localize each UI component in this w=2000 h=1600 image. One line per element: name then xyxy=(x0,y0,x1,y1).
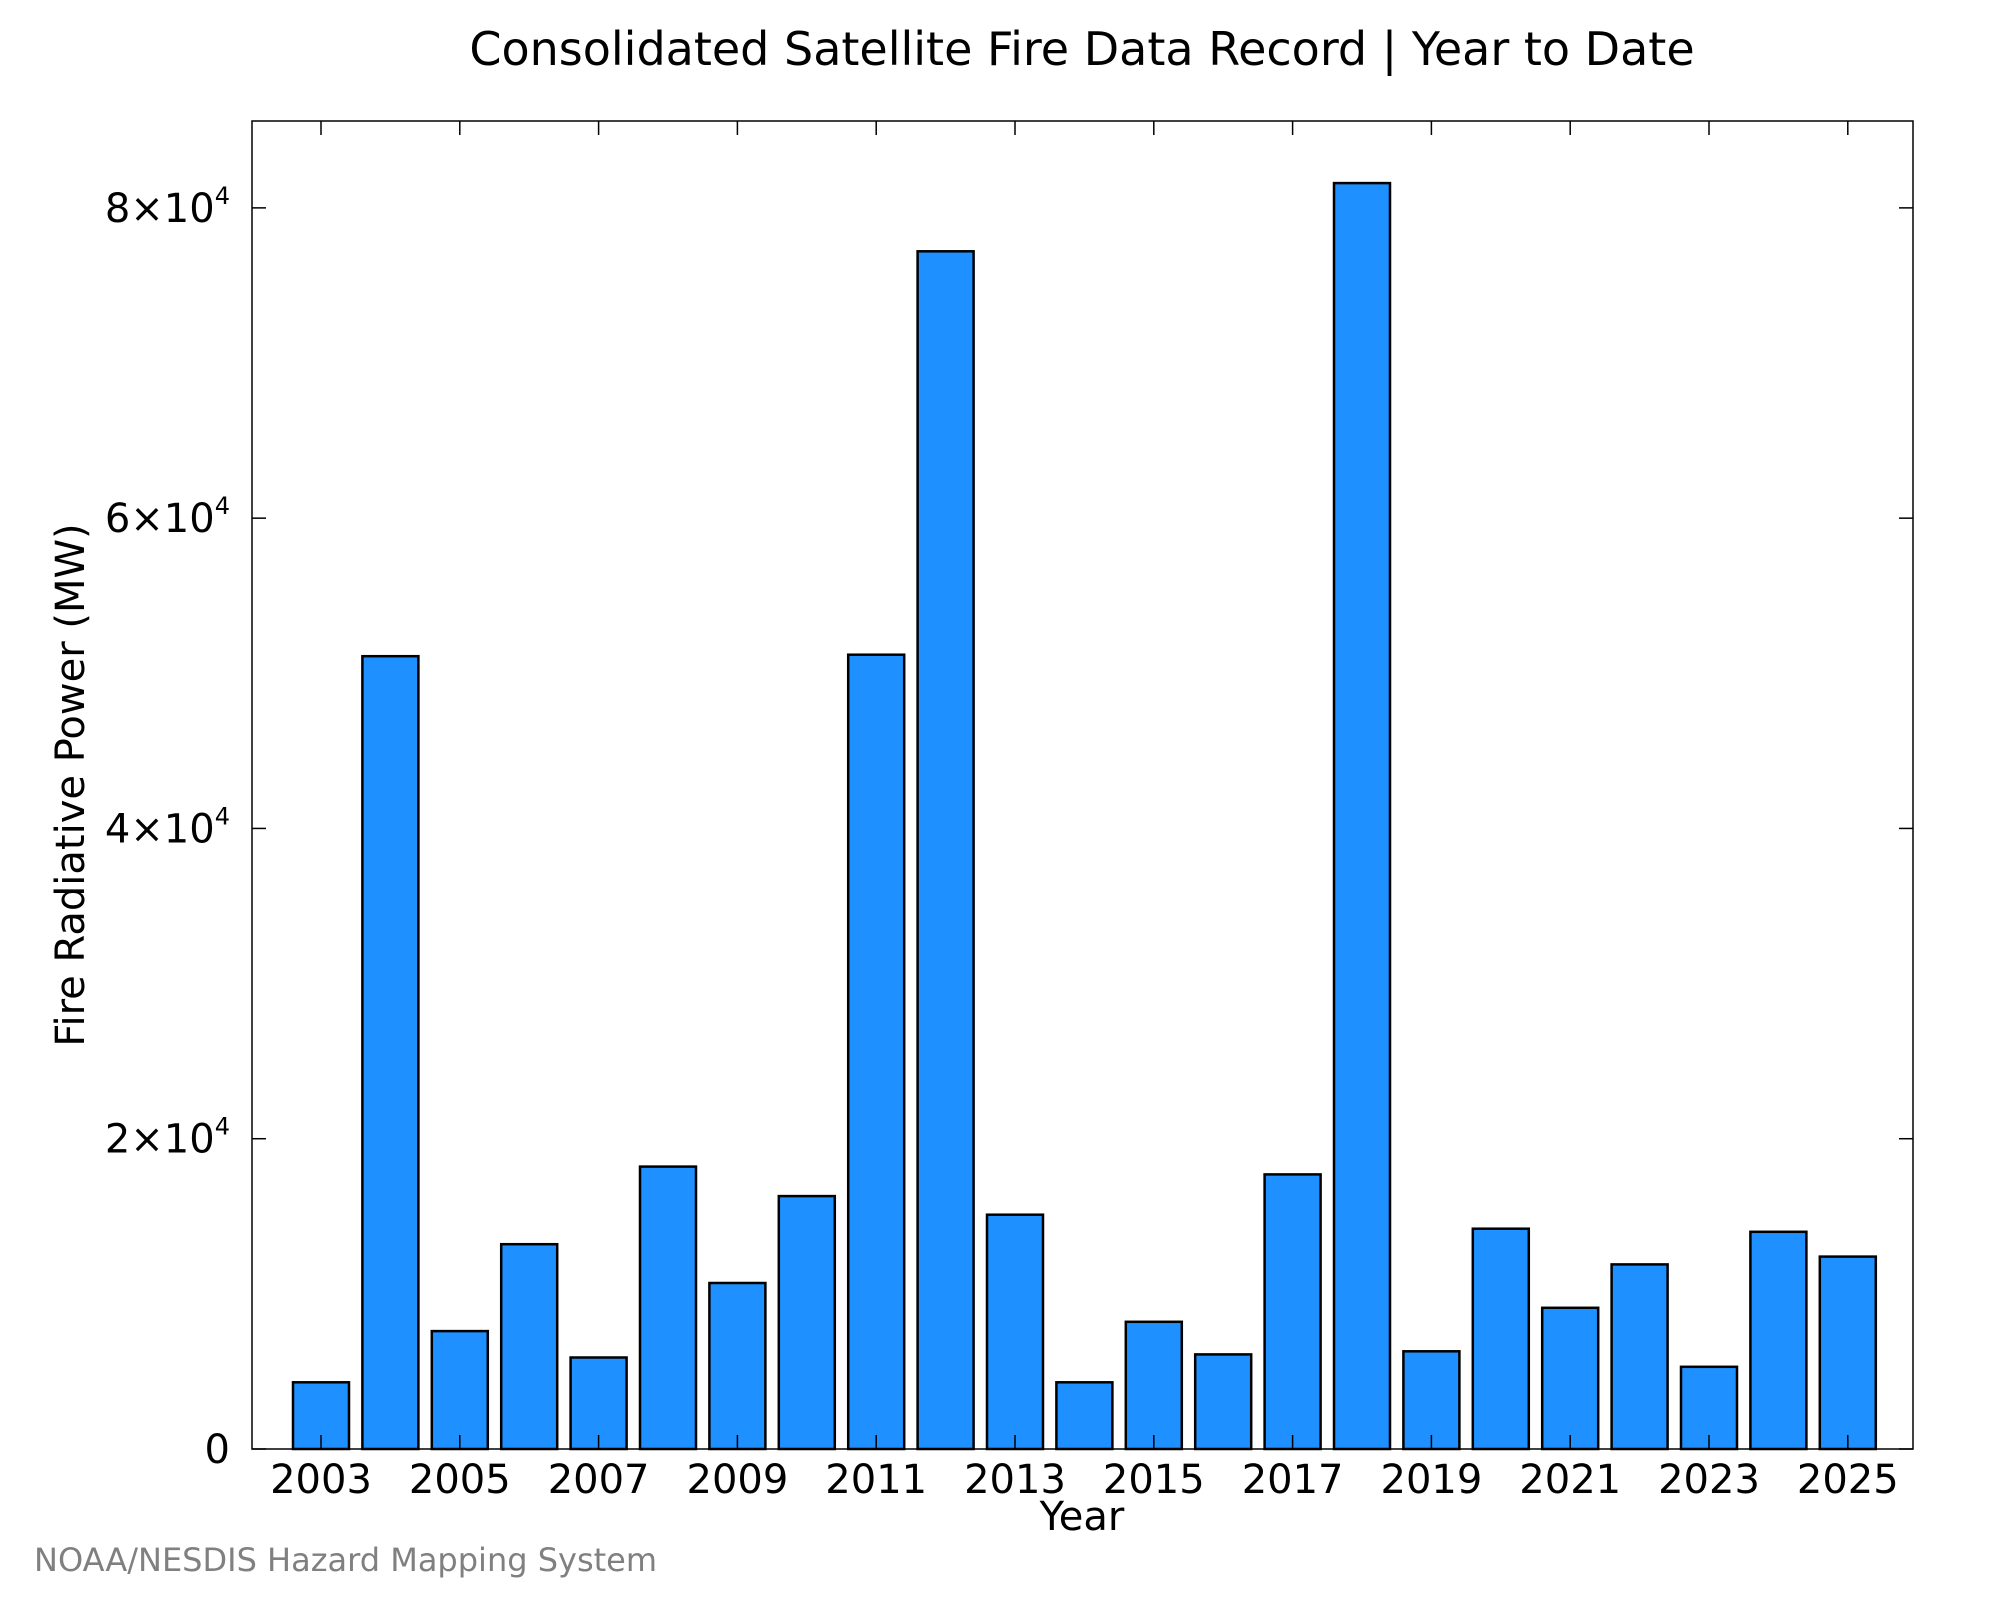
x-tick-label: 2015 xyxy=(1103,1457,1205,1503)
bar-2004 xyxy=(361,654,420,1451)
bar-2011 xyxy=(846,653,906,1451)
plot-frame xyxy=(251,120,1914,1450)
x-tick-label: 2007 xyxy=(548,1457,650,1503)
x-tick-label: 2005 xyxy=(409,1457,511,1503)
bar-2018 xyxy=(1332,181,1392,1451)
x-tick-label: 2003 xyxy=(270,1457,372,1503)
bar-2022 xyxy=(1610,1263,1669,1451)
x-tick-label: 2009 xyxy=(687,1457,789,1503)
bar-2025 xyxy=(1818,1255,1878,1451)
ticks-group: 2003 2005 2007 2009 2011 2013 2015 2017 2019 2021… xyxy=(105,121,1913,1503)
y-tick-label: 6×104 xyxy=(105,492,230,542)
x-tick-label: 2023 xyxy=(1658,1457,1760,1503)
x-tick-label: 2019 xyxy=(1381,1457,1483,1503)
y-axis-label: Fire Radiative Power (MW) xyxy=(48,523,94,1046)
x-tick-label: 2013 xyxy=(964,1457,1066,1503)
x-tick-label: 2025 xyxy=(1797,1457,1899,1503)
bar-2016 xyxy=(1193,1353,1253,1451)
y-tick-label: 2×104 xyxy=(105,1113,230,1163)
bar-2021 xyxy=(1540,1306,1600,1451)
bar-2020 xyxy=(1471,1227,1531,1451)
bar-2013 xyxy=(985,1213,1045,1451)
x-tick-label: 2017 xyxy=(1242,1457,1344,1503)
bar-2012 xyxy=(916,250,975,1451)
bar-2009 xyxy=(708,1281,767,1451)
x-tick-label: 2021 xyxy=(1519,1457,1621,1503)
bar-2010 xyxy=(777,1194,837,1451)
y-tick-label: 0 xyxy=(205,1427,230,1473)
bar-2017 xyxy=(1263,1173,1322,1451)
bar-2019 xyxy=(1402,1350,1461,1451)
bar-2008 xyxy=(638,1165,698,1451)
x-tick-label: 2011 xyxy=(825,1457,927,1503)
y-tick-label: 4×104 xyxy=(105,802,230,852)
bars-group xyxy=(291,181,1878,1451)
bar-2005 xyxy=(430,1329,490,1451)
credit-text: NOAA/NESDIS Hazard Mapping System xyxy=(34,1541,657,1579)
bar-2024 xyxy=(1749,1230,1808,1451)
chart-title: Consolidated Satellite Fire Data Record … xyxy=(469,22,1694,77)
x-axis-label: Year xyxy=(1039,1494,1125,1540)
bar-2006 xyxy=(499,1242,559,1451)
y-tick-label: 8×104 xyxy=(105,182,230,232)
bar-2015 xyxy=(1124,1320,1184,1451)
bar-2014 xyxy=(1055,1381,1114,1451)
